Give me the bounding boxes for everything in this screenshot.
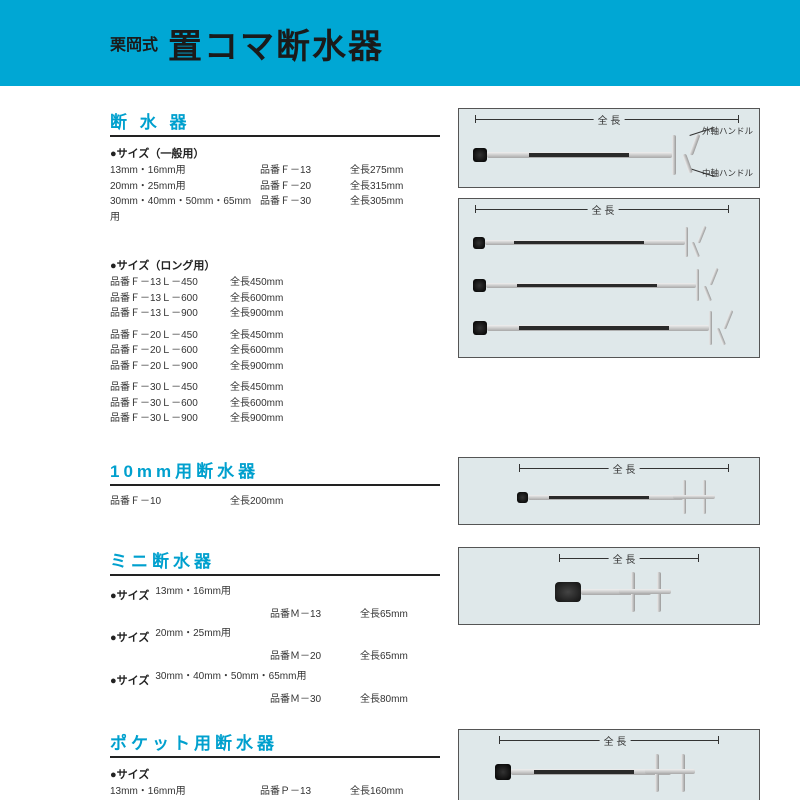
photo-pocket-tool: 全 長 [458,729,760,800]
section-10mm: 10mm用断水器 品番Ｆ－10全長200mm 全 長 [110,457,760,525]
catalog-page: 栗岡式 置コマ断水器 断 水 器 ●サイズ（一般用） 13mm・16mm用品番Ｆ… [0,0,800,800]
sec2-title: 10mm用断水器 [110,457,440,486]
sec1-g2-block0: 品番Ｆ－13Ｌ－450全長450mm 品番Ｆ－13Ｌ－600全長600mm 品番… [110,275,440,322]
sec1-title: 断 水 器 [110,108,440,137]
sec3-title: ミニ断水器 [110,547,440,576]
header-prefix: 栗岡式 [110,31,158,55]
photo-mini-tool: 全 長 [458,547,760,625]
content-area: 断 水 器 ●サイズ（一般用） 13mm・16mm用品番Ｆ－13全長275mm … [0,86,800,800]
sec1-g1-table: 13mm・16mm用品番Ｆ－13全長275mm 20mm・25mm用品番Ｆ－20… [110,163,440,225]
sec4-title: ポケット用断水器 [110,729,440,758]
sec1-g1-heading: ●サイズ（一般用） [110,145,440,161]
sec4-heading: ●サイズ [110,766,440,782]
sec1-text: 断 水 器 ●サイズ（一般用） 13mm・16mm用品番Ｆ－13全長275mm … [110,108,440,435]
section-mini: ミニ断水器 ●サイズ13mm・16mm用 品番Ｍ－13全長65mm ●サイズ20… [110,547,760,708]
sec1-g2-heading: ●サイズ（ロング用） [110,257,440,273]
section-pocket: ポケット用断水器 ●サイズ 13mm・16mm用品番Ｐ－13全長160mm 20… [110,729,760,800]
header-band: 栗岡式 置コマ断水器 [0,0,800,86]
sec1-images: 全 長 外軸ハンドル 中軸ハンドル [458,108,760,358]
sec1-g2-block1: 品番Ｆ－20Ｌ－450全長450mm 品番Ｆ－20Ｌ－600全長600mm 品番… [110,328,440,375]
photo-long-tools: 全 長 [458,198,760,358]
photo-general-tool: 全 長 外軸ハンドル 中軸ハンドル [458,108,760,188]
photo-10mm-tool: 全 長 [458,457,760,525]
section-dansui: 断 水 器 ●サイズ（一般用） 13mm・16mm用品番Ｆ－13全長275mm … [110,108,760,435]
header-title: 置コマ断水器 [168,19,384,68]
sec1-g2-block2: 品番Ｆ－30Ｌ－450全長450mm 品番Ｆ－30Ｌ－600全長600mm 品番… [110,380,440,427]
